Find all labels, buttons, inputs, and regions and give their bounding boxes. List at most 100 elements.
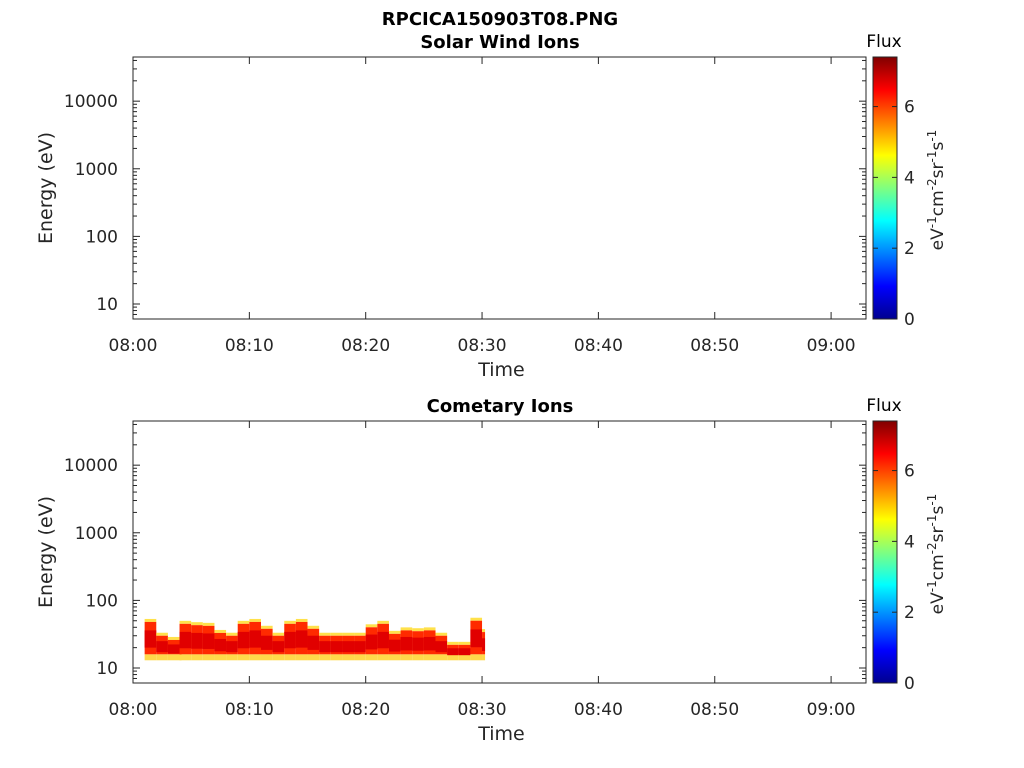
heatmap-cell xyxy=(307,654,320,661)
x-tick-label: 09:00 xyxy=(807,336,856,356)
panel-title: Solar Wind Ions xyxy=(420,32,579,53)
heatmap-cell xyxy=(179,620,192,624)
heatmap-cell xyxy=(226,641,238,653)
heatmap-cell xyxy=(167,654,180,661)
figure-title: RPCICA150903T08.PNG xyxy=(382,9,618,30)
colorbar xyxy=(872,56,898,320)
heatmap-cell xyxy=(214,654,227,661)
heatmap-cell xyxy=(330,632,343,636)
x-tick-label: 08:50 xyxy=(690,700,739,720)
heatmap-cell xyxy=(365,654,378,661)
y-tick-label: 1000 xyxy=(75,160,118,180)
heatmap-cell xyxy=(458,648,471,656)
heatmap-cell xyxy=(191,654,203,661)
heatmap-cell xyxy=(260,654,273,661)
heatmap-data xyxy=(144,617,486,661)
heatmap-cell xyxy=(412,628,424,632)
panel-cometary: Cometary Ions 08:00 08:10 08:20 08:30 08:40 08… xyxy=(35,396,948,745)
colorbar-title: Flux xyxy=(866,32,901,52)
x-tick-label: 08:00 xyxy=(109,336,158,356)
heatmap-cell xyxy=(249,654,261,661)
heatmap-cell xyxy=(319,641,331,653)
colorbar-tick-label: 6 xyxy=(904,98,915,118)
heatmap-cell xyxy=(423,654,436,661)
heatmap-cell xyxy=(307,625,320,629)
heatmap-cell xyxy=(260,635,273,650)
heatmap-cell xyxy=(458,641,471,645)
heatmap-cell xyxy=(435,641,448,653)
heatmap-cell xyxy=(226,654,238,661)
y-tick-label: 10000 xyxy=(64,456,118,476)
heatmap-cell xyxy=(342,654,355,661)
y-axis-label: Energy (eV) xyxy=(35,496,57,608)
heatmap-cell xyxy=(365,624,378,628)
heatmap-cell xyxy=(365,634,378,650)
colorbar-label: eV-1cm-2sr-1s-1 xyxy=(925,130,948,251)
heatmap-cell xyxy=(400,636,413,651)
heatmap-cell xyxy=(377,620,389,624)
y-tick-label: 100 xyxy=(86,227,118,247)
colorbar xyxy=(872,420,898,684)
heatmap-cell xyxy=(237,654,250,661)
heatmap-cell xyxy=(447,654,459,661)
colorbar-tick-label: 4 xyxy=(904,168,915,188)
heatmap-cell xyxy=(167,644,180,654)
colorbar-tick-label: 4 xyxy=(904,532,915,552)
x-tick-label: 08:20 xyxy=(341,700,390,720)
heatmap-cell xyxy=(354,654,366,661)
heatmap-cell xyxy=(388,639,401,652)
heatmap-cell xyxy=(400,627,413,631)
heatmap-cell xyxy=(354,641,366,653)
heatmap-cell xyxy=(447,648,459,656)
heatmap-cell xyxy=(295,654,308,661)
heatmap-cell xyxy=(179,631,192,649)
heatmap-cell xyxy=(342,641,355,653)
heatmap-cell xyxy=(144,618,157,622)
heatmap-cell xyxy=(458,654,471,661)
y-tick-label: 1000 xyxy=(75,524,118,544)
heatmap-cell xyxy=(272,654,285,661)
heatmap-cell xyxy=(202,633,215,649)
heatmap-cell xyxy=(412,637,424,651)
colorbar-tick-label: 0 xyxy=(904,310,915,330)
panel-solar-wind: Solar Wind Ions 08:00 08:10 08:20 08:30 08:40… xyxy=(35,32,948,381)
heatmap-cell xyxy=(202,622,215,626)
heatmap-cell xyxy=(400,654,413,661)
heatmap-cell xyxy=(284,654,296,661)
x-tick-label: 08:40 xyxy=(574,700,623,720)
heatmap-cell xyxy=(470,629,483,648)
x-axis-label: Time xyxy=(477,359,525,381)
heatmap-cell xyxy=(295,618,308,622)
heatmap-cell xyxy=(307,635,320,650)
colorbar-tick-label: 6 xyxy=(904,462,915,482)
axes-frame xyxy=(132,56,867,320)
heatmap-cell xyxy=(354,632,366,636)
heatmap-cell xyxy=(156,632,168,636)
heatmap-cell xyxy=(342,632,355,636)
colorbar-tick-label: 0 xyxy=(904,674,915,694)
heatmap-cell xyxy=(272,641,285,653)
heatmap-cell xyxy=(423,636,436,651)
colorbar-title: Flux xyxy=(866,396,901,416)
x-tick-label: 08:30 xyxy=(458,700,507,720)
heatmap-cell xyxy=(435,632,448,636)
heatmap-cell xyxy=(156,641,168,653)
y-tick-label: 10 xyxy=(96,659,118,679)
heatmap-cell xyxy=(237,620,250,624)
heatmap-cell xyxy=(284,631,296,649)
y-tick-label: 10 xyxy=(96,295,118,315)
heatmap-cell xyxy=(144,654,157,661)
heatmap-cell xyxy=(377,654,389,661)
heatmap-cell xyxy=(295,630,308,648)
heatmap-cell xyxy=(482,629,486,633)
y-tick-label: 10000 xyxy=(64,92,118,112)
x-tick-label: 08:00 xyxy=(109,700,158,720)
heatmap-cell xyxy=(191,632,203,649)
axes-frame xyxy=(132,420,867,684)
colorbar-tick-label: 2 xyxy=(904,603,915,623)
x-axis-label: Time xyxy=(477,723,525,745)
heatmap-cell xyxy=(144,630,157,648)
heatmap-cell xyxy=(272,632,285,636)
heatmap-cell xyxy=(226,632,238,636)
